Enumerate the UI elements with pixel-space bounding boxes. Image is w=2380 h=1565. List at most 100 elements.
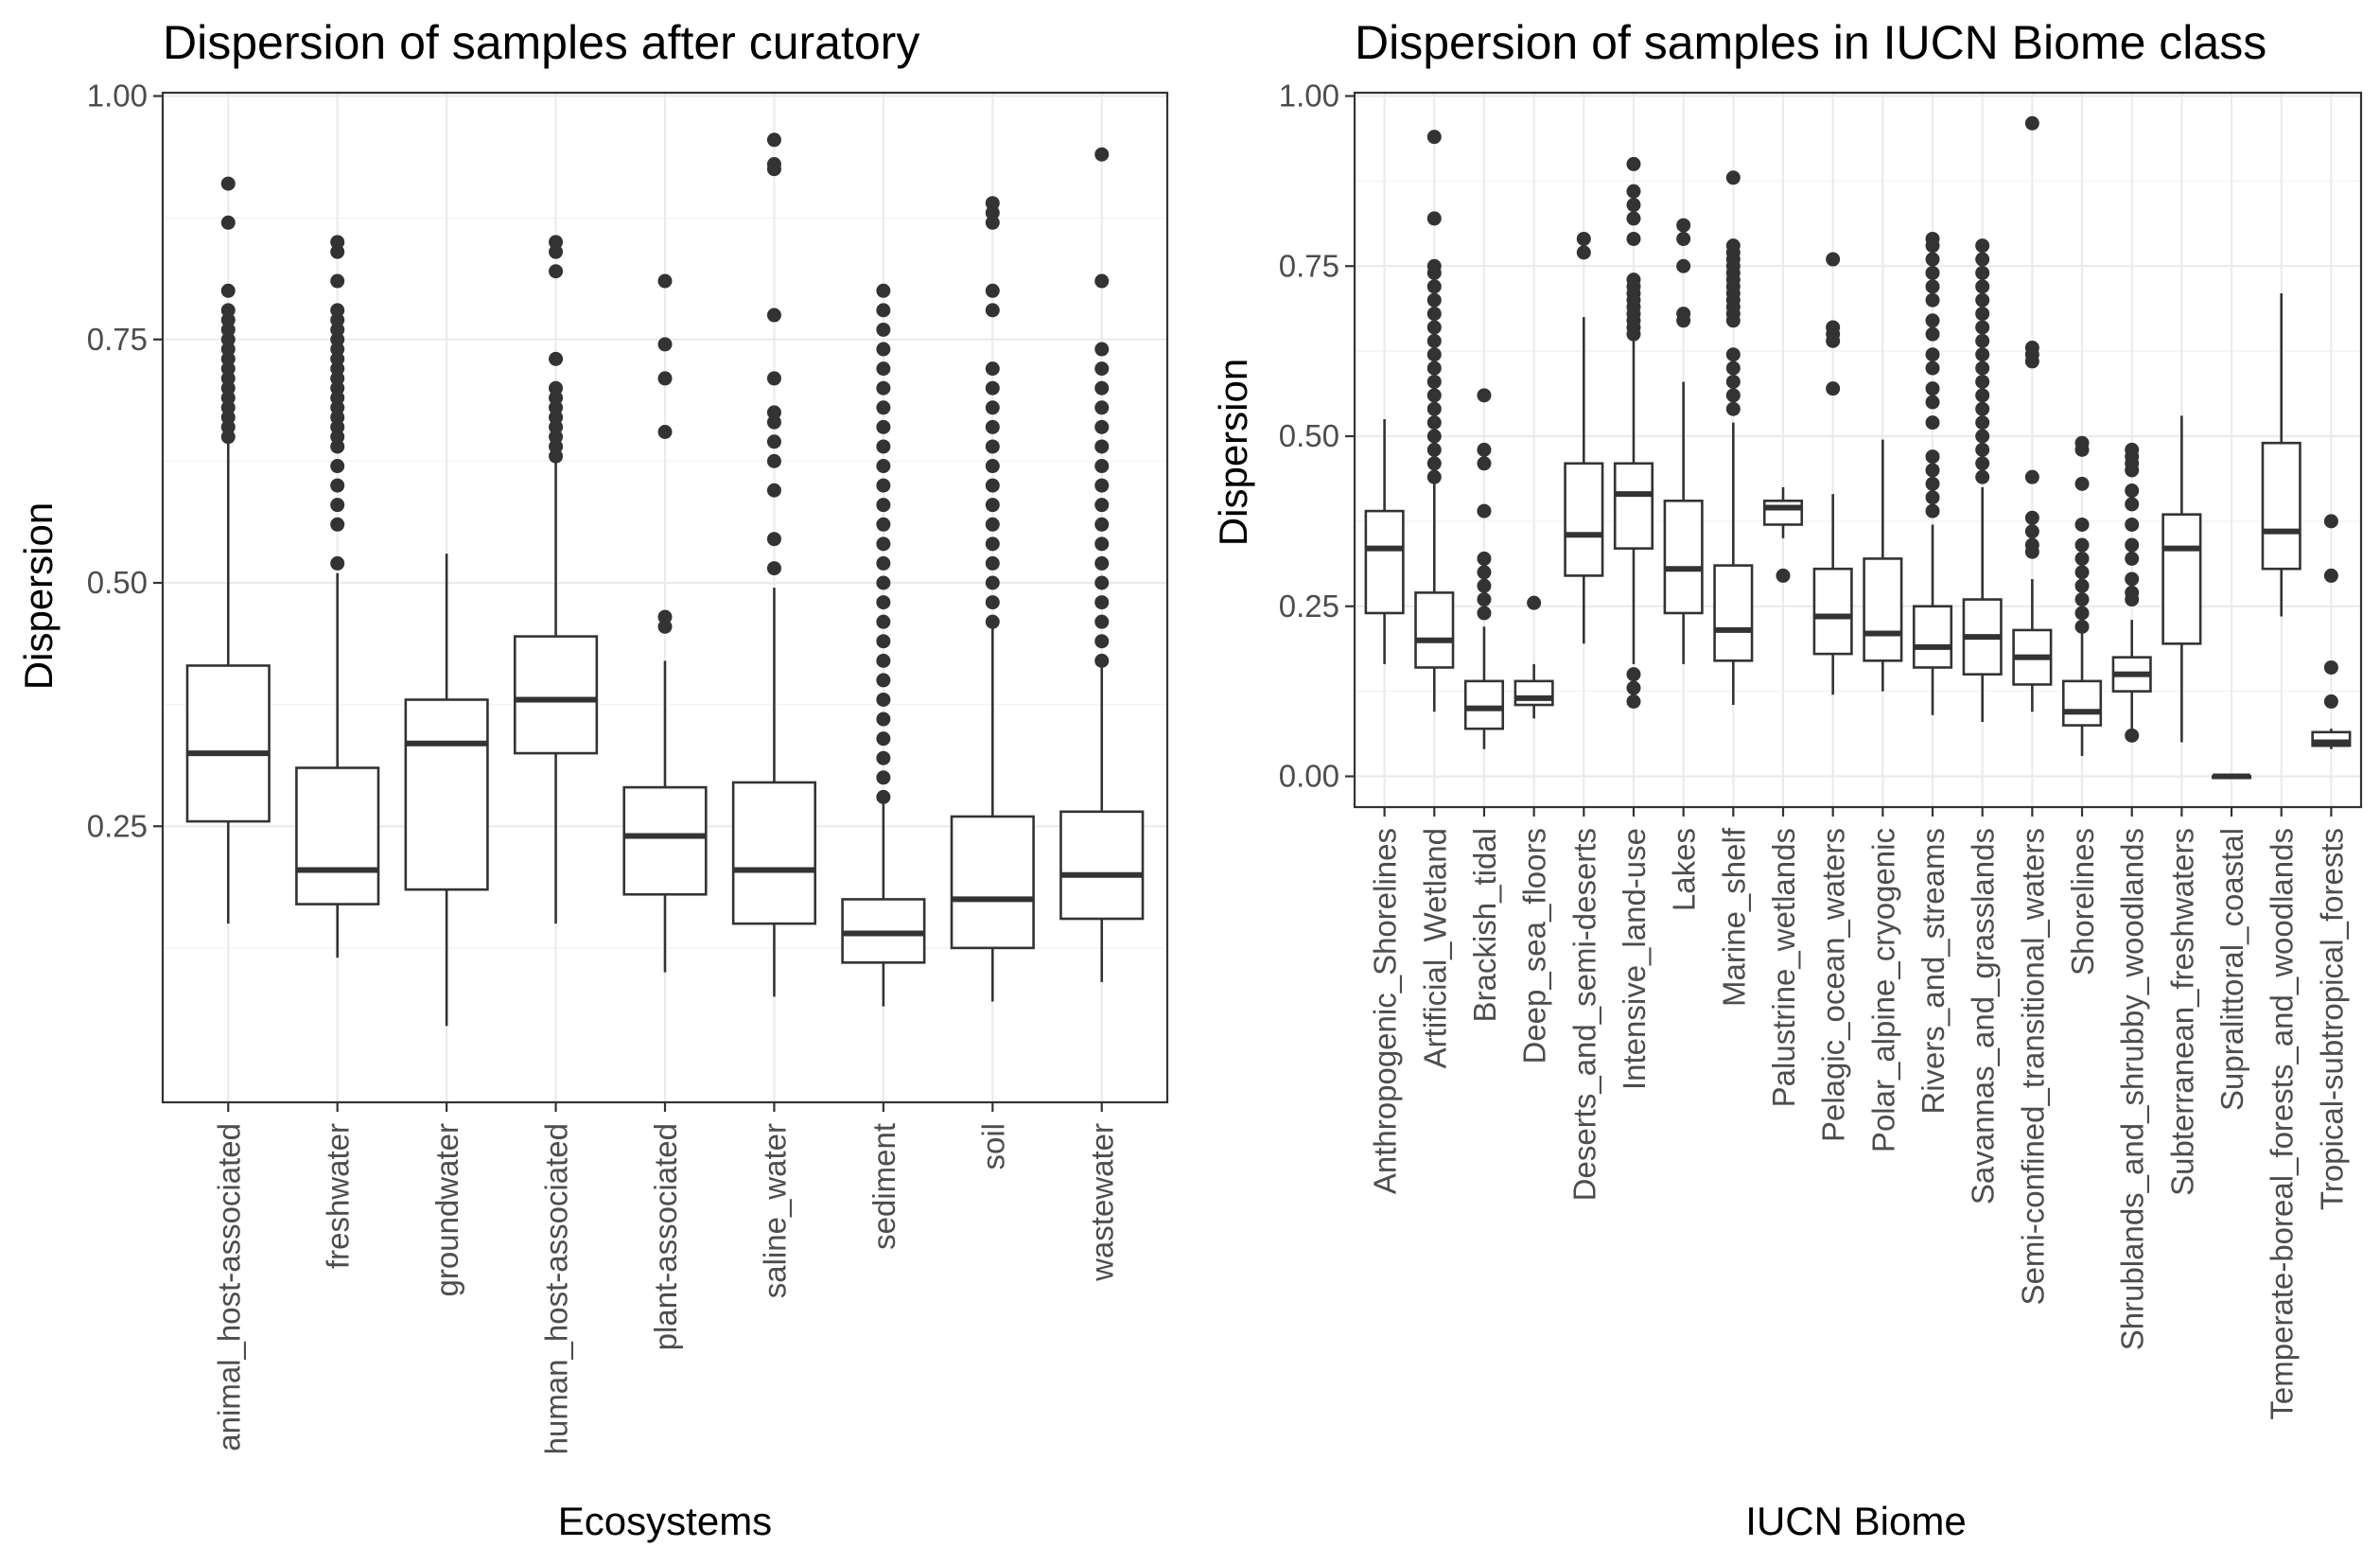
outlier-point	[985, 595, 1000, 610]
box-Deep_sea_floors	[1514, 595, 1554, 719]
outlier-point	[766, 405, 781, 420]
outlier-point	[220, 371, 236, 386]
outlier-point	[1725, 388, 1741, 403]
outlier-point	[1426, 307, 1442, 322]
outlier-point	[1925, 463, 1940, 478]
x-tick-label: Artificial_Wetland	[1417, 828, 1452, 1068]
outlier-point	[2125, 585, 2140, 600]
outlier-point	[985, 536, 1000, 552]
outlier-point	[330, 322, 345, 337]
outlier-point	[985, 439, 1000, 454]
outlier-point	[1477, 592, 1492, 607]
outlier-point	[876, 555, 891, 571]
outlier-point	[766, 371, 781, 386]
outlier-point	[985, 196, 1000, 211]
boxes	[1364, 115, 2352, 780]
outlier-point	[1426, 429, 1442, 444]
outlier-point	[549, 380, 564, 396]
outlier-point	[549, 448, 564, 464]
iqr-box	[185, 664, 271, 823]
outlier-point	[1925, 476, 1940, 491]
outlier-point	[876, 575, 891, 590]
outlier-point	[1626, 273, 1641, 288]
iqr-box	[622, 785, 708, 896]
outlier-point	[876, 459, 891, 474]
outlier-point	[330, 498, 345, 513]
x-tick-label: Brackish_tidal	[1467, 828, 1502, 1022]
outlier-point	[1975, 442, 1990, 457]
x-tick-label: groundwater	[429, 1123, 464, 1296]
outlier-point	[766, 414, 781, 430]
outlier-point	[1426, 333, 1442, 348]
outlier-point	[330, 235, 345, 250]
outlier-point	[1925, 265, 1940, 280]
outlier-point	[985, 614, 1000, 629]
outlier-point	[220, 410, 236, 425]
outlier-point	[876, 342, 891, 357]
outlier-point	[220, 283, 236, 298]
outlier-point	[1477, 503, 1492, 519]
y-tick-label: 0.75	[1279, 248, 1339, 283]
y-axis: 0.00 0.25 0.50 0.75 1.00	[1279, 79, 1355, 794]
box-Tropical-subtropical_forests	[2311, 514, 2352, 749]
outlier-point	[876, 692, 891, 707]
box-freshwater	[295, 235, 380, 958]
box-animal_host-associated	[185, 176, 271, 924]
outlier-point	[549, 235, 564, 250]
outlier-point	[220, 303, 236, 318]
y-tick-label: 1.00	[1279, 79, 1339, 114]
x-tick-label: freshwater	[321, 1123, 356, 1269]
outlier-point	[1094, 380, 1110, 396]
y-axis-title: Dispersion	[1211, 359, 1255, 546]
outlier-point	[220, 380, 236, 396]
outlier-point	[220, 430, 236, 445]
x-tick-label: human_host-associated	[539, 1123, 574, 1454]
outlier-point	[1975, 469, 1990, 484]
iqr-box	[1912, 605, 1953, 669]
outlier-point	[876, 283, 891, 298]
outlier-point	[766, 132, 781, 148]
outlier-point	[220, 332, 236, 347]
outlier-point	[2024, 524, 2039, 539]
outlier-point	[2125, 497, 2140, 512]
x-tick-label: Semi-confined_transitional_waters	[2015, 828, 2050, 1305]
x-tick-label: Shorelines	[2065, 828, 2100, 976]
outlier-point	[1426, 388, 1442, 403]
x-axis-title: IUCN Biome	[1745, 1499, 1966, 1543]
outlier-point	[766, 434, 781, 449]
iqr-box	[950, 815, 1035, 950]
x-tick-label: wastewater	[1085, 1123, 1120, 1282]
outlier-point	[1925, 231, 1940, 246]
outlier-point	[2323, 694, 2338, 709]
iqr-box	[2061, 679, 2103, 727]
outlier-point	[1426, 469, 1442, 484]
y-axis: 0.25 0.50 0.75 1.00	[87, 79, 163, 843]
outlier-point	[549, 351, 564, 366]
outlier-point	[1477, 578, 1492, 593]
x-axis: animal_host-associated freshwater groundwa…	[211, 1102, 1120, 1454]
outlier-point	[657, 619, 673, 634]
outlier-point	[330, 430, 345, 445]
x-tick-label: Anthropogenic_Shorelines	[1368, 828, 1403, 1194]
outlier-point	[549, 244, 564, 259]
x-tick-label: Temperate-boreal_forests_and_woodlands	[2265, 828, 2300, 1420]
box-soil	[950, 196, 1035, 1002]
outlier-point	[549, 400, 564, 415]
outlier-point	[330, 312, 345, 327]
box-saline_water	[731, 132, 817, 997]
outlier-point	[330, 478, 345, 493]
x-tick-label: Pelagic_ocean_waters	[1816, 828, 1851, 1142]
outlier-point	[330, 371, 345, 386]
outlier-point	[1626, 680, 1641, 695]
x-tick-label: Deserts_and_semi-deserts	[1566, 828, 1601, 1201]
outlier-point	[985, 215, 1000, 230]
outlier-point	[1477, 551, 1492, 566]
outlier-point	[985, 361, 1000, 377]
outlier-point	[2125, 517, 2140, 532]
outlier-point	[549, 430, 564, 445]
outlier-point	[1826, 381, 1841, 396]
outlier-point	[985, 575, 1000, 590]
x-tick-label: Palustrine_wetlands	[1766, 828, 1801, 1107]
outlier-point	[876, 517, 891, 532]
outlier-point	[985, 380, 1000, 396]
